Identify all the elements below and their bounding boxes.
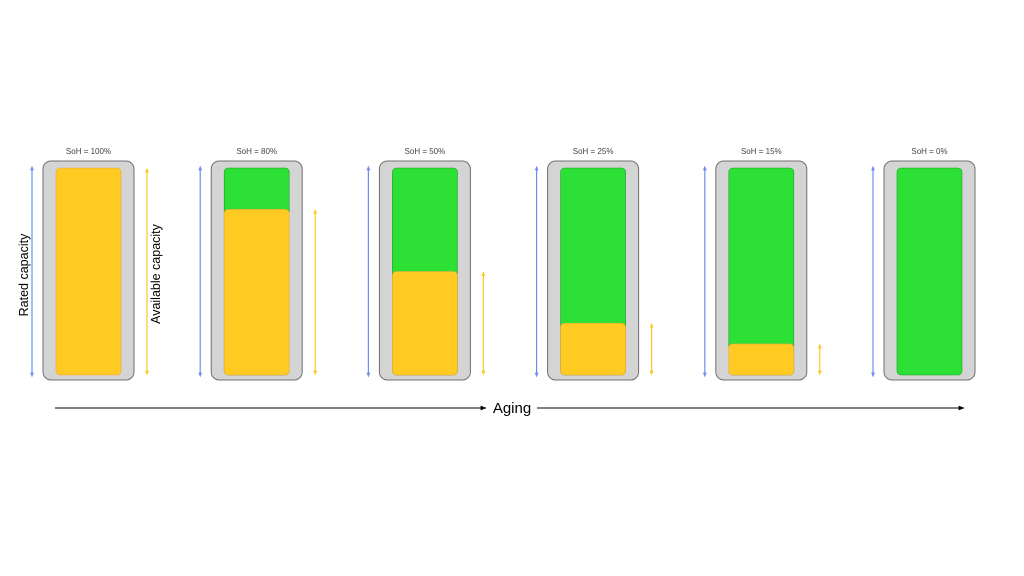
battery-1: SoH = 80% — [198, 147, 318, 381]
available-capacity-fill — [728, 343, 795, 376]
soh-label: SoH = 100% — [66, 147, 111, 156]
battery-5: SoH = 0% — [871, 147, 976, 381]
soh-label: SoH = 15% — [741, 147, 782, 156]
soh-label: SoH = 50% — [405, 147, 446, 156]
soh-label: SoH = 80% — [236, 147, 277, 156]
aging-label: Aging — [493, 400, 531, 417]
battery-0: SoH = 100% — [30, 147, 149, 381]
soh-label: SoH = 0% — [911, 147, 947, 156]
batteries-group: SoH = 100% SoH = 80% SoH = 50% SoH = 25% SoH… — [30, 147, 976, 381]
battery-4: SoH = 15% — [702, 147, 822, 381]
available-capacity-label: Available capacity — [149, 223, 163, 324]
soh-label: SoH = 25% — [573, 147, 614, 156]
battery-2: SoH = 50% — [366, 147, 486, 381]
battery-3: SoH = 25% — [534, 147, 654, 381]
available-capacity-fill — [392, 271, 458, 376]
lost-capacity-fill — [896, 167, 963, 376]
available-capacity-fill — [55, 167, 122, 376]
rated-capacity-label: Rated capacity — [17, 233, 31, 316]
available-capacity-fill — [223, 209, 290, 376]
available-capacity-fill — [560, 322, 626, 376]
